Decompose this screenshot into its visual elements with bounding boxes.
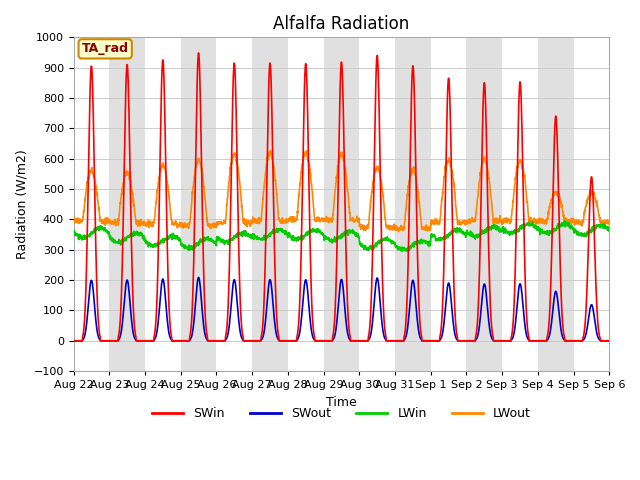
SWin [558, 313, 566, 319]
Text: TA_rad: TA_rad [82, 42, 129, 55]
LWin [398, 249, 406, 254]
LWin [558, 220, 566, 226]
LWout [70, 215, 77, 220]
SWin [497, 338, 505, 344]
LWin [561, 218, 568, 224]
SWin [369, 249, 376, 254]
Line: LWout: LWout [74, 151, 609, 231]
LWin [369, 245, 376, 251]
Bar [109, 37, 145, 371]
Bar [180, 37, 216, 371]
LWout [357, 225, 365, 231]
Bar [252, 37, 288, 371]
Bar [395, 37, 431, 371]
LWin [357, 243, 365, 249]
SWout [357, 338, 365, 344]
Line: SWin: SWin [74, 53, 609, 341]
SWout [70, 338, 77, 344]
SWout [220, 338, 227, 344]
SWout [497, 338, 505, 344]
SWin [70, 338, 77, 344]
SWout [573, 338, 581, 344]
LWin [70, 228, 77, 234]
Line: SWout: SWout [74, 277, 609, 341]
SWin [605, 338, 613, 344]
SWin [573, 338, 581, 344]
LWin [573, 229, 581, 235]
LWout [605, 220, 613, 226]
LWin [219, 240, 227, 245]
Line: LWin: LWin [74, 221, 609, 252]
LWout [394, 228, 402, 234]
LWout [369, 182, 376, 188]
X-axis label: Time: Time [326, 396, 357, 408]
SWout [195, 275, 202, 280]
Legend: SWin, SWout, LWin, LWout: SWin, SWout, LWin, LWout [147, 402, 536, 425]
LWout [497, 217, 505, 223]
Y-axis label: Radiation (W/m2): Radiation (W/m2) [15, 149, 28, 259]
Bar [467, 37, 502, 371]
SWout [369, 318, 376, 324]
LWout [559, 206, 566, 212]
Title: Alfalfa Radiation: Alfalfa Radiation [273, 15, 410, 33]
Bar [324, 37, 359, 371]
SWin [357, 338, 365, 344]
LWout [573, 221, 581, 227]
SWin [195, 50, 202, 56]
SWout [605, 338, 613, 344]
LWin [605, 226, 613, 232]
SWout [558, 333, 566, 338]
LWout [219, 220, 227, 226]
SWin [220, 338, 227, 344]
Bar [538, 37, 573, 371]
LWin [497, 228, 505, 234]
LWout [303, 148, 310, 154]
